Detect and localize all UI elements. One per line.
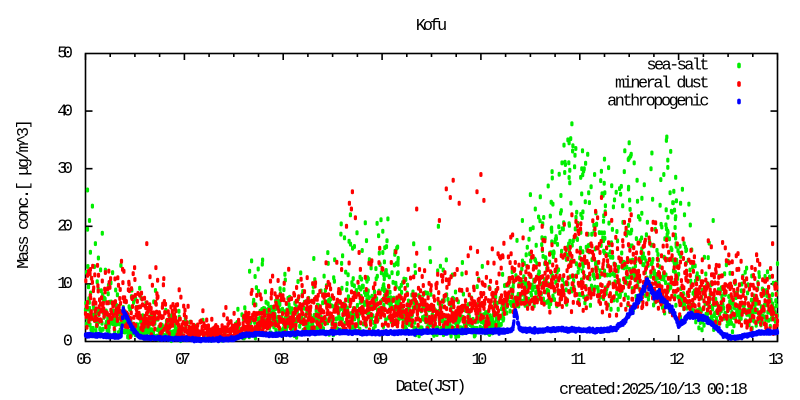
svg-text:mineral dust: mineral dust: [615, 75, 710, 94]
svg-text:created:2025/10/13 00:18: created:2025/10/13 00:18: [559, 381, 748, 400]
svg-text:06: 06: [76, 351, 92, 370]
svg-text:Date(JST): Date(JST): [396, 378, 467, 397]
svg-text:08: 08: [274, 351, 290, 370]
svg-text:Mass conc.[ μg/m^3]: Mass conc.[ μg/m^3]: [15, 119, 34, 269]
svg-text:13: 13: [768, 351, 784, 370]
svg-text:0: 0: [63, 333, 73, 352]
svg-text:50: 50: [57, 45, 73, 64]
svg-text:12: 12: [669, 351, 685, 370]
svg-text:sea-salt: sea-salt: [647, 57, 710, 76]
svg-text:11: 11: [570, 351, 586, 370]
svg-text:09: 09: [373, 351, 389, 370]
svg-text:07: 07: [175, 351, 191, 370]
svg-text:20: 20: [57, 218, 73, 237]
svg-text:Kofu: Kofu: [416, 17, 448, 36]
svg-text:anthropogenic: anthropogenic: [607, 93, 709, 112]
svg-text:30: 30: [57, 160, 73, 179]
svg-text:10: 10: [472, 351, 488, 370]
svg-text:40: 40: [57, 102, 73, 121]
svg-text:10: 10: [57, 275, 73, 294]
